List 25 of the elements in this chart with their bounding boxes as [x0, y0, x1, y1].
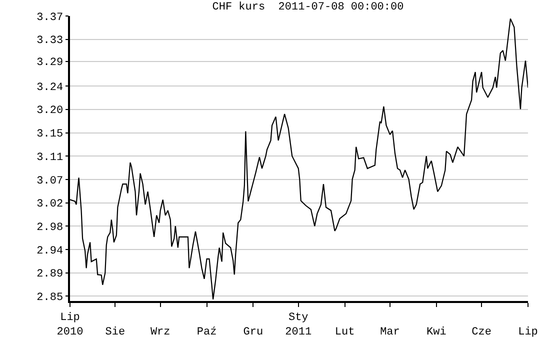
x-tick-label: Sie: [105, 326, 126, 338]
x-tick-label: Gru: [243, 326, 264, 338]
y-tick-label: 3.33: [36, 35, 64, 48]
x-tick-label: Kwi: [426, 326, 447, 338]
y-tick-label: 2.89: [36, 268, 64, 281]
y-tick-label: 2.98: [36, 222, 64, 234]
x-tick-label: Lut: [334, 326, 355, 338]
y-tick-label: 3.07: [36, 175, 64, 188]
x-tick-label: Cze: [472, 326, 492, 338]
y-tick-label: 2.94: [36, 245, 64, 258]
y-tick-label: 2.85: [36, 292, 64, 304]
y-tick-label: 3.37: [36, 12, 64, 24]
x-tick-label: Mar: [380, 326, 400, 338]
x-tick-label: Sty 2011: [285, 312, 312, 338]
chart-title: CHF kurs 2011-07-08 00:00:00: [212, 1, 404, 14]
y-tick-label: 3.02: [36, 198, 64, 211]
x-tick-label: Paź: [196, 326, 217, 338]
y-tick-label: 3.24: [36, 82, 64, 94]
y-tick-label: 3.20: [36, 105, 64, 118]
x-tick-label: Lip 2010: [56, 312, 84, 338]
y-tick-label: 3.15: [36, 128, 64, 141]
x-tick-label: Wrz: [150, 326, 170, 338]
y-tick-label: 3.11: [36, 152, 64, 164]
x-tick-label: Lip: [518, 326, 538, 338]
y-tick-label: 3.29: [36, 57, 64, 70]
